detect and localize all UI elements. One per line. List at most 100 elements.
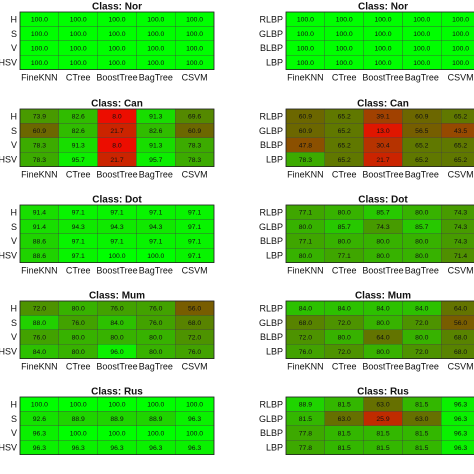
cell-value: 8.0 <box>112 142 122 149</box>
cell-value: 43.5 <box>454 128 467 135</box>
panel-title: Class: Nor <box>92 2 142 13</box>
panel-title: Class: Dot <box>92 195 142 206</box>
cell-value: 65.2 <box>338 142 351 149</box>
cell-value: 81.5 <box>415 445 428 452</box>
panel-title: Class: Mum <box>355 291 411 302</box>
column-label: CTree <box>332 170 357 180</box>
column-label: BoostTree <box>362 266 403 276</box>
cell-value: 88.9 <box>72 416 85 423</box>
cell-value: 82.6 <box>72 128 85 135</box>
cell-value: 80.0 <box>338 210 351 217</box>
cell-value: 100.0 <box>31 31 48 38</box>
row-label: S <box>11 414 17 424</box>
cell-value: 96.3 <box>72 445 85 452</box>
cell-value: 100.0 <box>374 31 391 38</box>
row-label: HSV <box>0 58 17 68</box>
row-label: H <box>11 207 18 217</box>
cell-value: 80.0 <box>376 320 389 327</box>
row-label: V <box>11 332 17 342</box>
cell-value: 74.3 <box>376 224 389 231</box>
row-label: S <box>11 29 17 39</box>
cell-value: 100.0 <box>297 45 314 52</box>
cell-value: 56.0 <box>188 306 201 313</box>
column-label: FineKNN <box>287 73 324 83</box>
cell-value: 25.9 <box>376 416 389 423</box>
cell-value: 96.3 <box>188 416 201 423</box>
cell-value: 88.9 <box>149 416 162 423</box>
column-label: CSVM <box>448 362 474 372</box>
row-label: H <box>11 399 18 409</box>
column-label: BoostTree <box>362 170 403 180</box>
cell-value: 78.3 <box>33 157 46 164</box>
cell-value: 97.1 <box>188 224 201 231</box>
cell-value: 100.0 <box>186 45 203 52</box>
cell-value: 100.0 <box>374 45 391 52</box>
column-label: CTree <box>66 73 91 83</box>
column-label: CTree <box>66 362 91 372</box>
cell-value: 72.0 <box>188 334 201 341</box>
column-label: FineKNN <box>21 362 58 372</box>
cell-value: 60.9 <box>188 128 201 135</box>
cell-value: 100.0 <box>374 60 391 67</box>
cell-value: 96.3 <box>454 416 467 423</box>
cell-value: 96.3 <box>33 445 46 452</box>
column-label: BoostTree <box>96 362 137 372</box>
cell-value: 96.3 <box>454 430 467 437</box>
row-label: HSV <box>0 443 17 453</box>
row-label: H <box>11 111 18 121</box>
cell-value: 97.1 <box>110 210 123 217</box>
row-label: RLBP <box>259 111 283 121</box>
cell-value: 100.0 <box>147 60 164 67</box>
column-label: BagTree <box>139 362 173 372</box>
cell-value: 63.0 <box>415 416 428 423</box>
cell-value: 96.3 <box>454 445 467 452</box>
row-label: BLBP <box>260 140 283 150</box>
panel-title: Class: Rus <box>357 387 409 398</box>
column-label: CTree <box>66 170 91 180</box>
column-label: BagTree <box>139 73 173 83</box>
row-label: LBP <box>266 251 283 261</box>
cell-value: 100.0 <box>336 17 353 24</box>
cell-value: 81.5 <box>299 416 312 423</box>
cell-value: 100.0 <box>452 31 469 38</box>
panel-title: Class: Rus <box>91 387 143 398</box>
cell-value: 100.0 <box>70 31 87 38</box>
cell-value: 76.0 <box>299 349 312 356</box>
cell-value: 80.0 <box>72 334 85 341</box>
cell-value: 100.0 <box>70 430 87 437</box>
column-label: BagTree <box>405 266 439 276</box>
cell-value: 74.3 <box>454 238 467 245</box>
cell-value: 88.9 <box>110 416 123 423</box>
cell-value: 80.0 <box>299 253 312 260</box>
cell-value: 78.3 <box>299 157 312 164</box>
cell-value: 68.0 <box>299 320 312 327</box>
row-label: S <box>11 126 17 136</box>
panel-border <box>19 11 215 70</box>
cell-value: 73.9 <box>33 114 46 121</box>
cell-value: 82.6 <box>72 114 85 121</box>
panel-title: Class: Nor <box>358 2 408 13</box>
cell-value: 84.0 <box>110 320 123 327</box>
cell-value: 94.3 <box>149 224 162 231</box>
row-label: RLBP <box>259 303 283 313</box>
panel-title: Class: Can <box>91 99 143 110</box>
cell-value: 100.0 <box>70 402 87 409</box>
cell-value: 68.0 <box>454 349 467 356</box>
cell-value: 94.3 <box>72 224 85 231</box>
column-label: CTree <box>332 73 357 83</box>
cell-value: 65.2 <box>338 157 351 164</box>
cell-value: 30.4 <box>376 142 389 149</box>
row-label: RLBP <box>259 14 283 24</box>
cell-value: 80.0 <box>415 334 428 341</box>
cell-value: 84.0 <box>415 306 428 313</box>
cell-value: 100.0 <box>147 430 164 437</box>
column-label: CSVM <box>448 73 474 83</box>
panel-border <box>19 108 215 167</box>
cell-value: 80.0 <box>72 349 85 356</box>
cell-value: 100.0 <box>336 60 353 67</box>
column-label: CSVM <box>182 170 208 180</box>
cell-value: 76.0 <box>72 320 85 327</box>
cell-value: 88.0 <box>33 320 46 327</box>
cell-value: 92.6 <box>33 416 46 423</box>
